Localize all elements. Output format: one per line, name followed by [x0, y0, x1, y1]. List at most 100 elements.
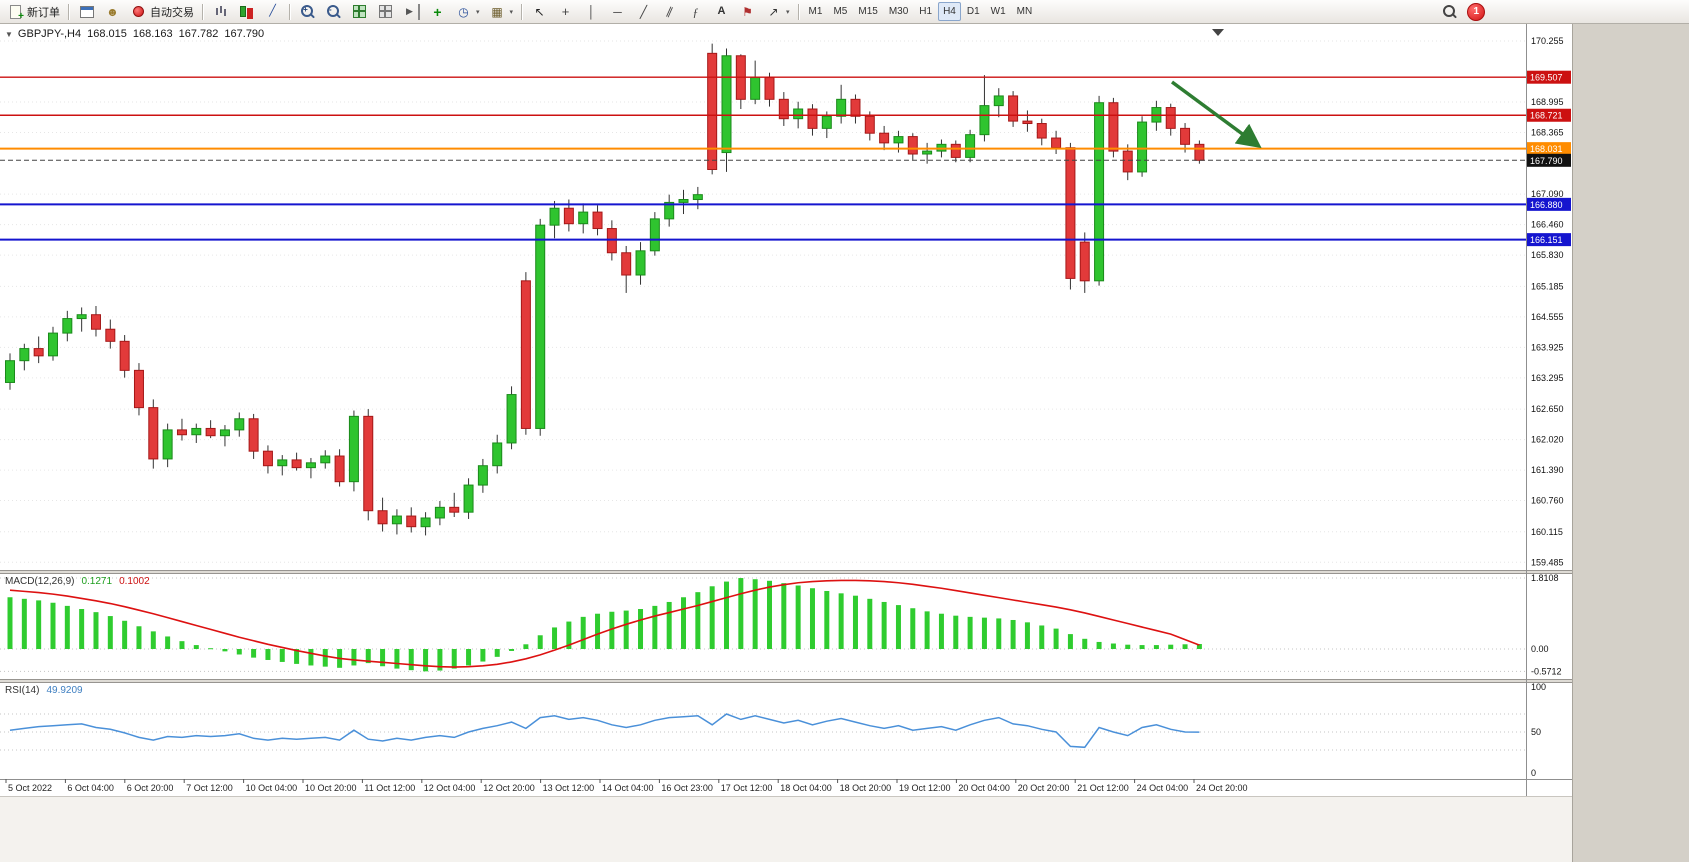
- timeframe-w1-button[interactable]: W1: [990, 6, 1006, 17]
- channel-button[interactable]: ∥: [657, 1, 682, 23]
- price-badge-169.507: [1527, 70, 1571, 84]
- trendline-button[interactable]: ╱: [631, 1, 656, 23]
- periods-button[interactable]: ◷ ▾: [451, 1, 484, 23]
- text-button[interactable]: A: [709, 1, 734, 23]
- svg-text:20 Oct 20:00: 20 Oct 20:00: [1018, 783, 1070, 793]
- chart-shift-marker[interactable]: [1212, 29, 1224, 36]
- toolbar-separator: [68, 3, 70, 20]
- price-axis[interactable]: 170.255 168.995 168.365 167.090 166.460 165.8…: [1531, 36, 1564, 778]
- price-badge-166.151: [1527, 233, 1571, 247]
- crosshair-button[interactable]: +: [553, 1, 578, 23]
- svg-text:20 Oct 04:00: 20 Oct 04:00: [958, 783, 1010, 793]
- autotrading-button[interactable]: 自动交易: [126, 1, 198, 23]
- timeframe-mn-button[interactable]: MN: [1016, 6, 1033, 17]
- horizontal-line-button[interactable]: ─: [605, 1, 630, 23]
- workspace: 170.255 168.995 168.365 167.090 166.460 165.8…: [0, 24, 1689, 862]
- pane-separator[interactable]: [0, 679, 1572, 683]
- new-order-button[interactable]: 新订单: [3, 1, 64, 23]
- text-icon: A: [717, 5, 726, 17]
- periods-icon: ◷: [458, 4, 469, 19]
- svg-text:6 Oct 04:00: 6 Oct 04:00: [67, 783, 114, 793]
- candlestick-chart-button[interactable]: [234, 1, 259, 23]
- tile-windows-icon: [351, 4, 368, 20]
- dropdown-caret-icon[interactable]: ▾: [786, 8, 790, 16]
- horizontal-price-lines: [0, 76, 1526, 241]
- new-chart-button[interactable]: [74, 1, 99, 23]
- svg-text:19 Oct 12:00: 19 Oct 12:00: [899, 783, 951, 793]
- svg-text:164.555: 164.555: [1531, 312, 1564, 322]
- timeframe-d1-button[interactable]: D1: [966, 6, 980, 17]
- svg-text:165.830: 165.830: [1531, 250, 1564, 260]
- svg-text:168.721: 168.721: [1530, 111, 1563, 121]
- price-badge-166.880: [1527, 197, 1571, 211]
- chart-shift-button[interactable]: ▶: [399, 1, 424, 23]
- svg-text:1.8108: 1.8108: [1531, 573, 1559, 583]
- svg-text:50: 50: [1531, 727, 1541, 737]
- macd-pane: [0, 577, 1526, 672]
- workspace-background: [1572, 24, 1689, 862]
- crosshair-icon: +: [561, 4, 570, 19]
- svg-text:18 Oct 20:00: 18 Oct 20:00: [840, 783, 892, 793]
- dropdown-caret-icon[interactable]: ▾: [476, 8, 480, 16]
- indicators-icon: +: [433, 3, 442, 20]
- vertical-line-button[interactable]: │: [579, 1, 604, 23]
- search-icon: [1441, 4, 1458, 20]
- templates-button[interactable]: ▦ ▾: [485, 1, 518, 23]
- zoom-in-icon: +: [299, 4, 316, 20]
- profiles-icon: ☻: [106, 4, 119, 19]
- svg-text:161.390: 161.390: [1531, 465, 1564, 475]
- svg-text:11 Oct 12:00: 11 Oct 12:00: [364, 783, 415, 793]
- timeframe-m30-button[interactable]: M30: [888, 6, 909, 17]
- profiles-button[interactable]: ☻: [100, 1, 125, 23]
- price-chart-canvas[interactable]: 170.255 168.995 168.365 167.090 166.460 165.8…: [0, 24, 1572, 862]
- time-axis[interactable]: 5 Oct 2022 6 Oct 04:00 6 Oct 20:00 7 Oct 12…: [0, 779, 1572, 793]
- auto-arrange-icon: [377, 4, 394, 20]
- timeframe-m5-button[interactable]: M5: [833, 6, 848, 17]
- price-badge-168.031: [1527, 142, 1571, 156]
- label-button[interactable]: ⚑: [735, 1, 760, 23]
- collapse-ohlc-icon[interactable]: ▼: [5, 29, 13, 39]
- timeframe-h4-button[interactable]: H4: [938, 2, 961, 21]
- cursor-button[interactable]: ↖: [527, 1, 552, 23]
- price-badge-168.721: [1527, 108, 1571, 122]
- indicators-button[interactable]: +: [425, 1, 450, 23]
- zoom-in-button[interactable]: +: [295, 1, 320, 23]
- vertical-line-icon: │: [587, 4, 596, 19]
- svg-text:0: 0: [1531, 768, 1536, 778]
- svg-text:-0.5712: -0.5712: [1531, 666, 1562, 676]
- timeframe-m1-button[interactable]: M1: [808, 6, 823, 17]
- svg-text:165.185: 165.185: [1531, 281, 1564, 291]
- line-chart-icon: ╱: [269, 5, 276, 17]
- svg-text:170.255: 170.255: [1531, 36, 1564, 46]
- auto-arrange-button[interactable]: [373, 1, 398, 23]
- dropdown-caret-icon[interactable]: ▾: [509, 8, 514, 16]
- zoom-out-button[interactable]: -: [321, 1, 346, 23]
- horizontal-line-icon: ─: [613, 4, 622, 19]
- rsi-pane: [0, 713, 1526, 751]
- fibonacci-button[interactable]: ƒ: [683, 1, 708, 23]
- chart-window-gbpjpy[interactable]: 170.255 168.995 168.365 167.090 166.460 165.8…: [0, 24, 1572, 862]
- price-gridlines: [0, 40, 1526, 563]
- line-chart-button[interactable]: ╱: [260, 1, 285, 23]
- notification-badge[interactable]: 1: [1467, 2, 1486, 21]
- channel-icon: ∥: [664, 4, 675, 18]
- pane-separator[interactable]: [0, 570, 1572, 574]
- trend-arrow[interactable]: [1170, 80, 1262, 149]
- arrows-button[interactable]: ↗ ▾: [761, 1, 794, 23]
- svg-text:7 Oct 12:00: 7 Oct 12:00: [186, 783, 233, 793]
- main-toolbar: 新订单☻自动交易╱+-▶+◷▾▦▾↖+│─╱∥ƒA⚑↗▾M1M5M15M30H1…: [0, 0, 1689, 24]
- svg-text:162.020: 162.020: [1531, 435, 1564, 445]
- search-button[interactable]: [1437, 1, 1462, 23]
- svg-text:6 Oct 20:00: 6 Oct 20:00: [127, 783, 174, 793]
- svg-text:169.507: 169.507: [1530, 73, 1563, 83]
- svg-text:12 Oct 20:00: 12 Oct 20:00: [483, 783, 535, 793]
- timeframe-h1-button[interactable]: H1: [919, 6, 933, 17]
- bar-chart-icon: [212, 4, 229, 20]
- toolbar-separator: [797, 3, 800, 20]
- svg-text:167.790: 167.790: [1530, 156, 1563, 166]
- bar-chart-button[interactable]: [208, 1, 233, 23]
- cursor-icon: ↖: [534, 4, 545, 19]
- timeframe-m15-button[interactable]: M15: [858, 6, 878, 17]
- tile-windows-button[interactable]: [347, 1, 372, 23]
- svg-text:17 Oct 12:00: 17 Oct 12:00: [721, 783, 773, 793]
